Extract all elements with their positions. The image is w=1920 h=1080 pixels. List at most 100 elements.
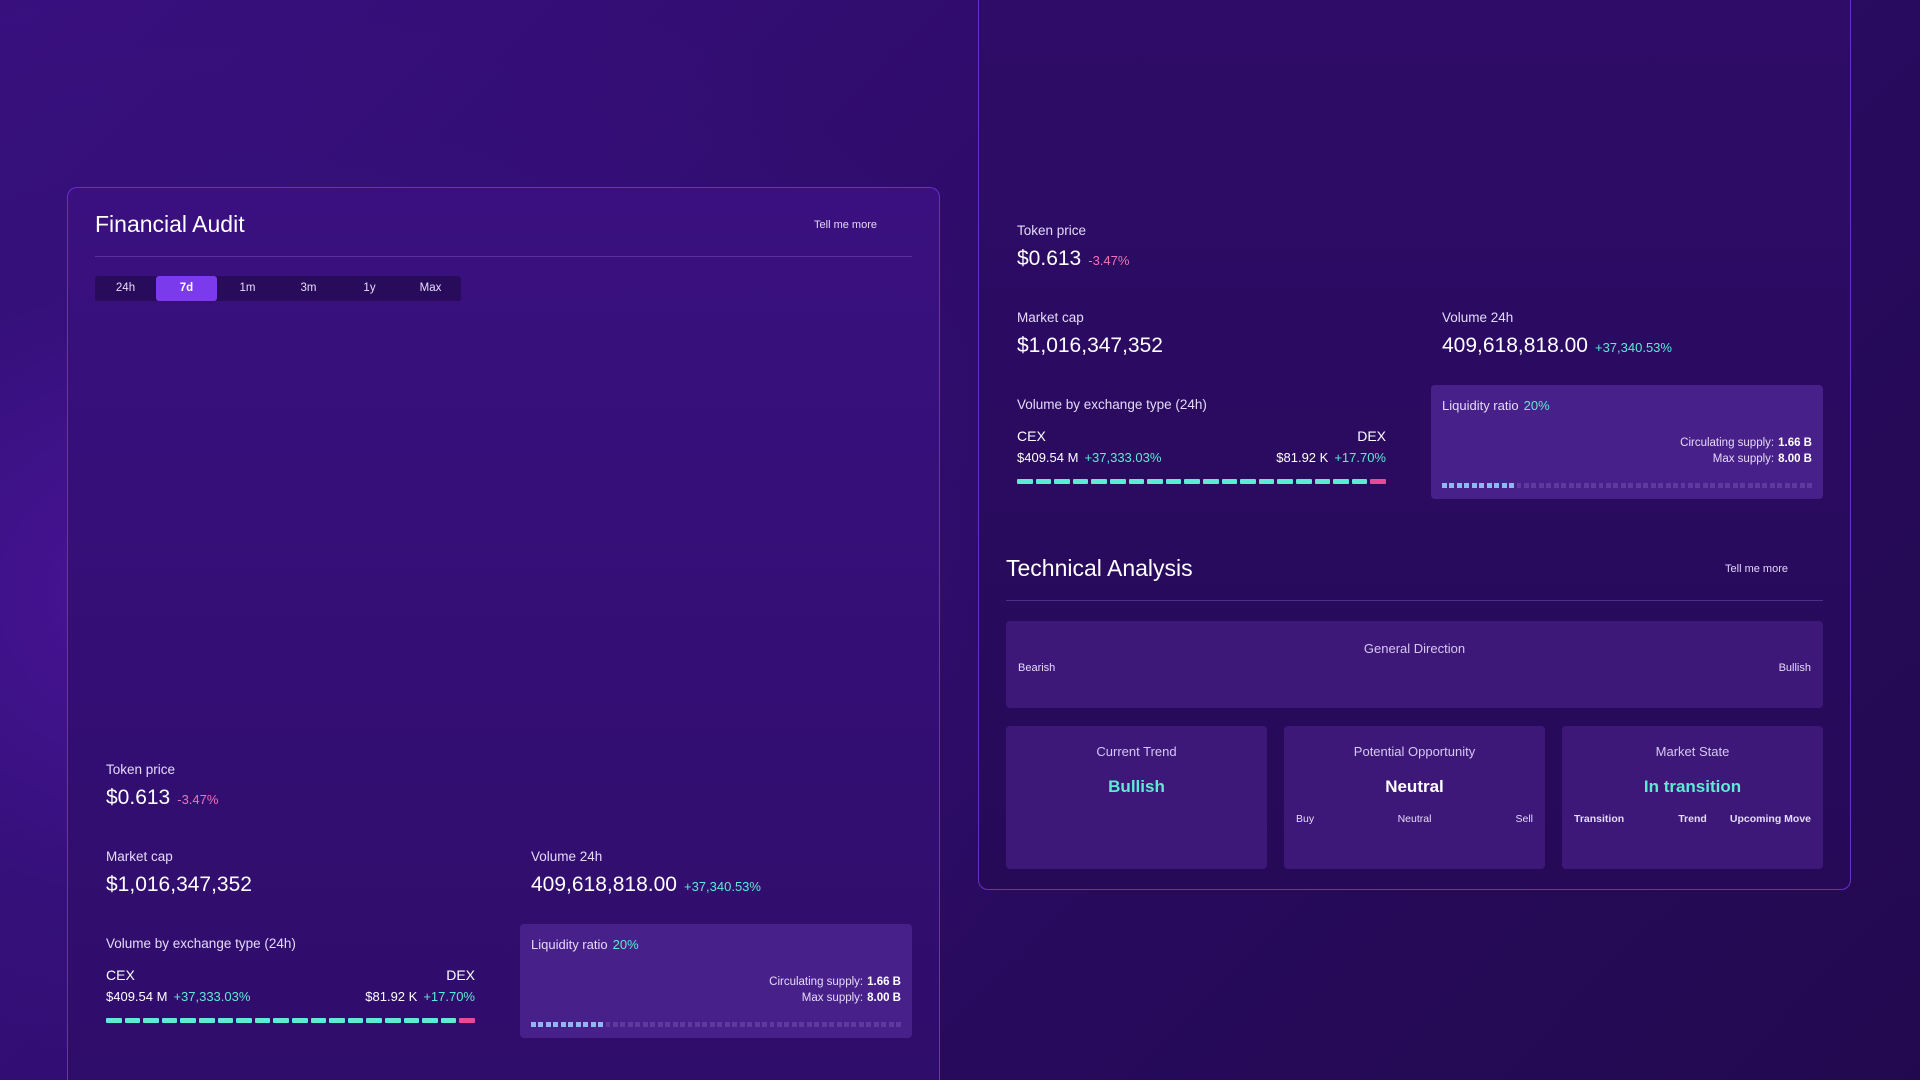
exchange-segment [347,1018,364,1023]
liquidity-segment [776,1022,782,1027]
exchange-segment [1221,479,1238,484]
exchange-bar [1017,479,1386,484]
liquidity-segment [627,1022,633,1027]
panel-label: Current Trend [1096,744,1177,759]
volume-value: 409,618,818.00 [1442,334,1588,357]
exchange-segment [1333,479,1349,484]
liquidity-ratio: Liquidity ratio 20% [531,937,639,952]
liquidity-segment [642,1022,648,1027]
liquidity-segment [1613,483,1619,488]
liquidity-segment [1471,483,1477,488]
range-tab[interactable]: 1m [239,282,256,294]
divider [1006,600,1823,601]
exchange-segment [1054,479,1070,484]
exchange-segment [440,1018,457,1023]
token-price-label: Token price [1017,223,1087,238]
liquidity-segment [1583,483,1589,488]
liquidity-segment [1620,483,1626,488]
liquidity-label: Liquidity ratio [531,937,608,952]
volume-change: +37,340.53% [683,879,761,894]
liquidity-segment [881,1022,887,1027]
liquidity-segment [1553,483,1559,488]
analysis-panel [1006,726,1267,869]
direction-box [1006,621,1823,708]
exchange-segment [1128,479,1145,484]
liquidity-segment [590,1022,596,1027]
liquidity-segment [873,1022,879,1027]
liquidity-segment [1643,483,1649,488]
range-tab[interactable]: 24h [115,282,136,294]
liquidity-segment [717,1022,723,1027]
exchange-label: Volume by exchange type (24h) [106,936,296,951]
exchange-segment [366,1018,382,1023]
exchange-segment [403,1018,420,1023]
supply-value: 1.66 B [867,976,901,988]
market-cap-value: $1,016,347,352 [1017,334,1163,357]
divider [95,256,912,257]
liquidity-segment [1784,483,1790,488]
liquidity-segment [553,1022,559,1027]
liquidity-segment [1598,483,1604,488]
supply-label: Circulating supply: [1680,437,1775,449]
dex-volume: $81.92 K +17.70% [106,989,475,1004]
liquidity-segment [1673,483,1678,488]
exchange-segment [1109,479,1126,484]
liquidity-segment [851,1022,857,1027]
liquidity-segment [1658,483,1664,488]
cex-change: +37,333.03% [173,989,251,1004]
exchange-segment [217,1018,234,1023]
liquidity-segment [672,1022,678,1027]
liquidity-segment [1486,483,1492,488]
supply-row: Circulating supply: 1.66 B [1431,437,1812,449]
exchange-segment [291,1018,308,1023]
token-price-value: $0.613 [106,786,171,809]
liquidity-segment [814,1022,820,1027]
cex-volume: $409.54 M +37,333.03% [106,989,250,1004]
liquidity-segment [1442,483,1447,488]
liquidity-segment [635,1022,641,1027]
exchange-segment [1091,479,1107,484]
liquidity-segment [709,1022,715,1027]
supply-label: Max supply: [1712,453,1775,465]
token-price-change: -3.47% [177,792,219,807]
liquidity-segment [1665,483,1671,488]
liquidity-value: 20% [612,937,639,952]
liquidity-segment [844,1022,849,1027]
cex-value: $409.54 M [1017,450,1079,465]
liquidity-segment [762,1022,767,1027]
range-tab[interactable]: 3m [300,282,317,294]
supply-value: 8.00 B [867,992,901,1004]
volume-24h: 409,618,818.00 +37,340.53% [1442,334,1672,358]
cex-value: $409.54 M [106,989,168,1004]
liquidity-segment [821,1022,827,1027]
cex-change: +37,333.03% [1084,450,1162,465]
market-cap-label: Market cap [1017,310,1084,325]
liquidity-segment [598,1022,604,1027]
exchange-segment [180,1018,196,1023]
liquidity-segment [545,1022,551,1027]
exchange-segment [329,1018,345,1023]
liquidity-segment [1605,483,1611,488]
liquidity-segment [702,1022,708,1027]
range-tab[interactable]: 1y [363,282,376,294]
liquidity-segment [1479,483,1485,488]
exchange-bar [106,1018,475,1023]
liquidity-segment [896,1022,902,1027]
panel-value: Bullish [1108,777,1165,796]
liquidity-segment [1740,483,1746,488]
exchange-segment [198,1018,215,1023]
scale-label: Transition [1574,813,1625,825]
range-tab[interactable]: 7d [156,276,217,301]
liquidity-segment [747,1022,753,1027]
liquidity-segment [1494,483,1500,488]
cex-volume: $409.54 M +37,333.03% [1017,450,1161,465]
cex-name: CEX [106,967,135,983]
liquidity-bar [1442,483,1813,488]
liquidity-segment [1456,483,1462,488]
exchange-segment [1184,479,1200,484]
exchange-segment [1258,479,1275,484]
range-tab[interactable]: Max [419,282,442,294]
liquidity-segment [1576,483,1582,488]
panel-label: Potential Opportunity [1353,744,1476,759]
liquidity-segment [1687,483,1693,488]
